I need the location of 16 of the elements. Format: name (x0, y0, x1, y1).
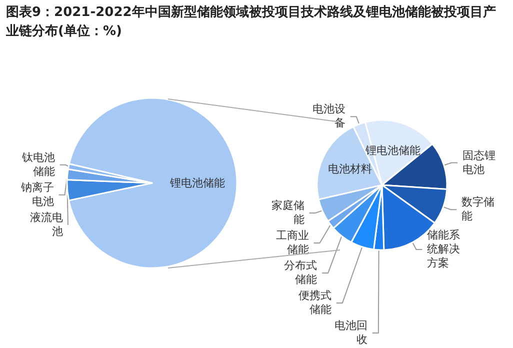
slice-label: 电池回收 (334, 319, 368, 346)
slice-label: 储能系统解决方案 (427, 228, 460, 270)
slice-label: 工商业储能 (276, 229, 309, 256)
slice-label: 数字储能 (462, 196, 495, 223)
slice-label: 固态锂电池 (462, 148, 496, 176)
slice-label: 液流电池 (30, 210, 63, 238)
slice-label: 钠离子电池 (20, 180, 54, 208)
slice-label: 锂电池储能 (364, 144, 420, 158)
chart-title: 图表9：2021-2022年中国新型储能领域被投项目技术路线及锂电池储能被投项目产业链分布(单位：%) (6, 4, 497, 41)
slice-label: 电池材料 (328, 162, 372, 176)
slice-label: 分布式储能 (284, 259, 318, 286)
slice-label: 电池设备 (312, 102, 346, 130)
slice-label: 锂电池储能 (169, 176, 225, 190)
slice-label: 家庭储能 (271, 199, 304, 226)
slice-label: 钛电池储能 (20, 150, 55, 178)
slice-label: 便携式储能 (298, 289, 332, 316)
